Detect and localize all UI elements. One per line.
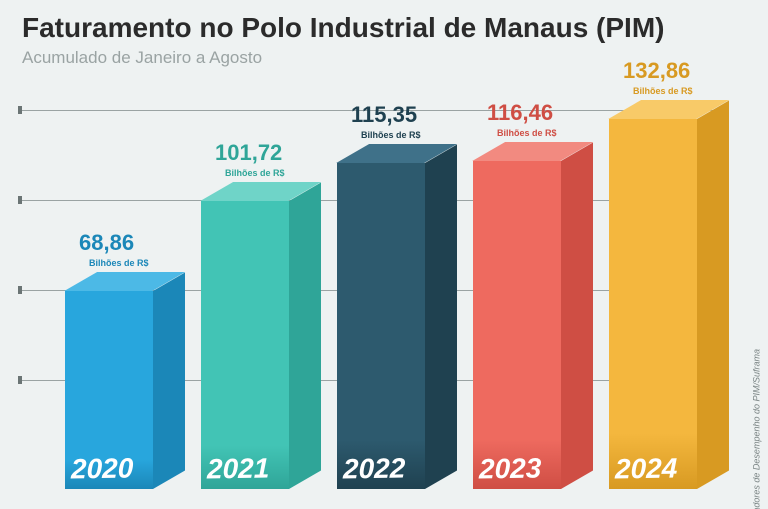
bar-front xyxy=(201,201,289,489)
chart-subtitle: Acumulado de Janeiro a Agosto xyxy=(22,48,262,68)
bar-2020: 202068,86Bilhões de R$ xyxy=(65,241,185,489)
bar-value-label: 101,72 xyxy=(215,140,282,166)
bar-unit-label: Bilhões de R$ xyxy=(225,168,285,178)
bar-value-label: 132,86 xyxy=(623,58,690,84)
bar-2021: 2021101,72Bilhões de R$ xyxy=(201,151,321,489)
chart-title: Faturamento no Polo Industrial de Manaus… xyxy=(22,12,664,44)
bar-value-label: 116,46 xyxy=(487,100,553,126)
bar-unit-label: Bilhões de R$ xyxy=(361,130,421,140)
bar-front xyxy=(609,119,697,489)
bar-unit-label: Bilhões de R$ xyxy=(89,258,149,268)
bar-year-label: 2023 xyxy=(479,452,541,485)
bar-year-label: 2022 xyxy=(343,452,405,485)
bar-value-label: 68,86 xyxy=(79,230,134,256)
bar-unit-label: Bilhões de R$ xyxy=(633,86,693,96)
bar-side xyxy=(425,145,457,489)
bar-side xyxy=(561,143,593,489)
grid-tick xyxy=(18,106,22,114)
bar-2024: 2024132,86Bilhões de R$ xyxy=(609,69,729,489)
bar-value-label: 115,35 xyxy=(351,102,417,128)
bar-2023: 2023116,46Bilhões de R$ xyxy=(473,111,593,489)
bar-front xyxy=(473,161,561,489)
bar-unit-label: Bilhões de R$ xyxy=(497,128,557,138)
grid-tick xyxy=(18,286,22,294)
grid-tick xyxy=(18,376,22,384)
bar-side xyxy=(289,183,321,489)
bar-side xyxy=(697,101,729,489)
bar-year-label: 2021 xyxy=(207,452,269,485)
bar-front xyxy=(337,163,425,489)
chart-area: 202068,86Bilhões de R$2021101,72Bilhões … xyxy=(35,89,735,489)
bar-year-label: 2024 xyxy=(615,452,677,485)
grid-tick xyxy=(18,196,22,204)
bar-2022: 2022115,35Bilhões de R$ xyxy=(337,113,457,489)
bar-year-label: 2020 xyxy=(71,452,133,485)
chart-canvas: Faturamento no Polo Industrial de Manaus… xyxy=(0,0,768,509)
source-credit: Fonte: Indicadores de Desempenho do PIM/… xyxy=(752,349,762,509)
bar-side xyxy=(153,273,185,489)
